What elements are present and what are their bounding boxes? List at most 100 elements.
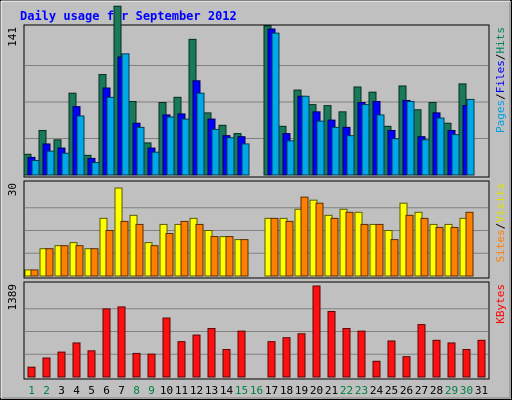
bar-sites-day-1 xyxy=(30,269,39,277)
bar-sites-day-17 xyxy=(270,217,279,277)
bar-pages-day-8 xyxy=(136,126,145,176)
legend-kbytes: KBytes xyxy=(494,284,507,324)
bar-kbytes-day-14 xyxy=(222,348,231,378)
bar-kbytes-day-19 xyxy=(297,333,306,378)
x-tick-label-day-20: 20 xyxy=(310,384,323,397)
legend-separator: / xyxy=(494,223,507,230)
bar-pages-day-20 xyxy=(316,120,325,176)
bar-kbytes-day-8 xyxy=(132,352,141,378)
bar-sites-day-28 xyxy=(435,226,444,277)
bar-pages-day-22 xyxy=(346,135,355,176)
x-tick-label-day-7: 7 xyxy=(118,384,125,397)
bar-sites-day-11 xyxy=(180,220,189,277)
x-tick-label-day-13: 13 xyxy=(205,384,218,397)
x-axis-day-labels: 1 2 3 4 5 6 7 8 9 10 11 12 13 14 15 16 17 18 19 20 21 22 23 24 2… xyxy=(28,384,488,397)
x-tick-label-day-31: 31 xyxy=(475,384,488,397)
bar-pages-day-27 xyxy=(421,139,430,176)
bar-sites-day-7 xyxy=(120,220,129,277)
x-tick-label-day-5: 5 xyxy=(88,384,95,397)
bar-sites-day-22 xyxy=(345,211,354,277)
legend-visits: Visits xyxy=(494,183,507,223)
x-tick-label-day-6: 6 xyxy=(103,384,110,397)
bar-sites-day-26 xyxy=(405,214,414,277)
bar-sites-day-6 xyxy=(105,230,114,277)
bar-sites-day-5 xyxy=(90,248,99,277)
y-axis-max-label: 30 xyxy=(6,183,19,196)
bar-pages-day-28 xyxy=(436,117,445,176)
bar-pages-day-5 xyxy=(91,162,100,176)
panel-visits_sites: 30 Sites/Visits xyxy=(6,180,507,279)
bar-sites-day-25 xyxy=(390,239,399,277)
bar-kbytes-day-15 xyxy=(237,330,246,378)
panel-kbytes: 1389 KBytes xyxy=(6,281,507,380)
x-tick-label-day-24: 24 xyxy=(370,384,384,397)
bar-sites-day-3 xyxy=(60,245,69,277)
x-tick-label-day-4: 4 xyxy=(73,384,80,397)
bar-pages-day-15 xyxy=(241,143,250,176)
legend-files: Files xyxy=(494,60,507,93)
bar-pages-day-29 xyxy=(451,134,460,176)
x-tick-label-day-19: 19 xyxy=(295,384,308,397)
x-tick-label-day-11: 11 xyxy=(175,384,188,397)
bar-kbytes-day-6 xyxy=(102,308,111,378)
bar-kbytes-day-4 xyxy=(72,342,81,378)
bar-kbytes-day-11 xyxy=(177,341,186,378)
bar-pages-day-25 xyxy=(391,138,400,176)
series-visits xyxy=(24,187,468,277)
bar-sites-day-15 xyxy=(240,239,249,277)
bar-kbytes-day-13 xyxy=(207,328,216,378)
bar-pages-day-30 xyxy=(466,98,475,176)
bar-sites-day-14 xyxy=(225,236,234,277)
bar-kbytes-day-9 xyxy=(147,353,156,378)
bar-pages-day-24 xyxy=(376,114,385,176)
bar-kbytes-day-1 xyxy=(27,366,36,378)
legend-sites: Sites xyxy=(494,229,507,262)
bar-pages-day-7 xyxy=(121,53,130,176)
bar-sites-day-24 xyxy=(375,223,384,277)
y-axis-max-label: 141 xyxy=(6,27,19,47)
bar-sites-day-13 xyxy=(210,236,219,277)
x-tick-label-day-2: 2 xyxy=(43,384,50,397)
panel-legend: KBytes xyxy=(494,284,507,324)
bar-sites-day-10 xyxy=(165,233,174,277)
x-tick-label-day-28: 28 xyxy=(430,384,443,397)
series-pages xyxy=(31,32,475,176)
bar-sites-day-12 xyxy=(195,223,204,277)
bar-sites-day-23 xyxy=(360,223,369,277)
bar-pages-day-1 xyxy=(31,160,40,176)
x-tick-label-day-30: 30 xyxy=(460,384,473,397)
bar-kbytes-day-21 xyxy=(327,310,336,378)
bar-pages-day-2 xyxy=(46,150,55,176)
bar-sites-day-19 xyxy=(300,196,309,277)
legend-pages: Pages xyxy=(494,100,507,133)
bar-kbytes-day-27 xyxy=(417,324,426,378)
bar-kbytes-day-20 xyxy=(312,285,321,378)
bar-sites-day-18 xyxy=(285,220,294,277)
series-sites xyxy=(30,196,474,277)
legend-hits: Hits xyxy=(494,27,507,54)
bar-pages-day-21 xyxy=(331,126,340,176)
x-tick-label-day-15: 15 xyxy=(235,384,248,397)
panel-plot-area xyxy=(23,281,490,380)
panel-legend: Pages/Files/Hits xyxy=(494,27,507,133)
bar-sites-day-8 xyxy=(135,223,144,277)
bar-pages-day-14 xyxy=(226,137,235,176)
panel-bars xyxy=(24,187,474,277)
bar-kbytes-day-23 xyxy=(357,330,366,378)
x-tick-label-day-10: 10 xyxy=(160,384,173,397)
x-tick-label-day-14: 14 xyxy=(220,384,234,397)
bar-sites-day-29 xyxy=(450,226,459,277)
chart-title: Daily usage for September 2012 xyxy=(20,9,237,23)
bar-kbytes-day-26 xyxy=(402,356,411,378)
bar-kbytes-day-5 xyxy=(87,350,96,378)
x-tick-label-day-26: 26 xyxy=(400,384,413,397)
x-tick-label-day-12: 12 xyxy=(190,384,203,397)
bar-sites-day-9 xyxy=(150,245,159,277)
bar-pages-day-3 xyxy=(61,152,70,176)
panel-bars xyxy=(23,5,475,176)
legend-separator: / xyxy=(494,93,507,100)
x-tick-label-day-21: 21 xyxy=(325,384,338,397)
bar-sites-day-27 xyxy=(420,217,429,277)
panel-legend: Sites/Visits xyxy=(494,183,507,263)
